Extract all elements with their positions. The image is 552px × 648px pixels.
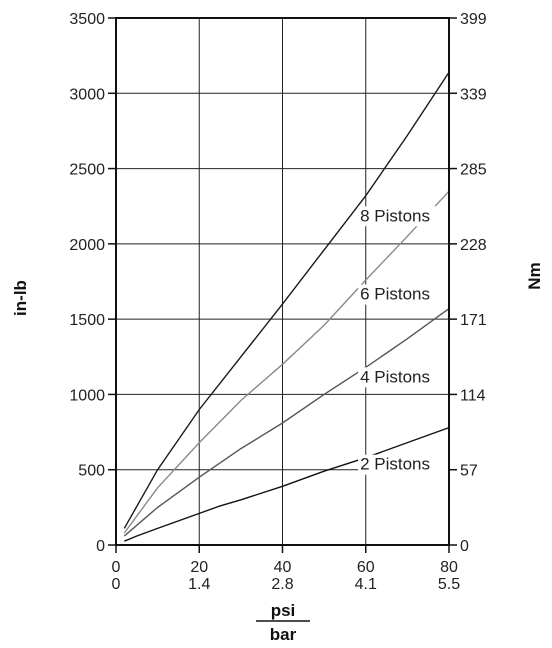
x-tick-label-psi: 60 [357,559,375,576]
series-line-1 [123,71,450,529]
x-tick-label-psi: 20 [190,559,208,576]
x-tick-label-bar: 1.4 [188,576,210,593]
series-lines [123,71,450,542]
y-ticks-left: 0 500 1000 1500 2000 2500 3000 3500 [69,11,116,555]
y-tick-label-right: 228 [460,237,487,254]
y-tick-label-right: 57 [460,463,478,480]
x-tick-label-bar: 0 [112,576,121,593]
y-tick-label-left: 3500 [69,11,105,28]
x-tick-label-bar: 4.1 [355,576,377,593]
y-ticks-right: 0 57 114 171 228 285 339 399 [449,11,487,555]
y-tick-label-left: 2500 [69,162,105,179]
series-label-bg [358,367,451,388]
series-label-bg [358,284,451,305]
y-tick-label-left: 500 [78,463,105,480]
y-tick-label-left: 3000 [69,86,105,103]
series-label-bg [358,206,451,227]
y-tick-label-left: 1000 [69,387,105,404]
x-ticks: 00 201.4 402.8 604.1 805.5 [112,545,460,593]
series-label-bg [358,454,451,475]
y-axis-title-left: in-lb [11,280,30,316]
y-tick-label-left: 1500 [69,312,105,329]
y-tick-label-left: 2000 [69,237,105,254]
series-label-4: 2 Pistons [360,455,430,474]
y-tick-label-right: 114 [460,387,486,404]
y-axis-title-right: Nm [525,262,544,289]
series-labels: 8 Pistons 6 Pistons 4 Pistons 2 Pistons [358,206,451,475]
x-tick-label-psi: 80 [440,559,458,576]
x-tick-label-psi: 40 [274,559,292,576]
series-label-3: 4 Pistons [360,367,430,386]
series-line-4 [124,426,450,542]
x-tick-label-bar: 5.5 [438,576,460,593]
x-axis-title-psi: psi [271,601,296,620]
y-tick-label-right: 171 [460,312,487,329]
y-tick-label-right: 339 [460,86,487,103]
y-tick-label-right: 285 [460,162,487,179]
series-label-1: 8 Pistons [360,206,430,225]
x-tick-label-bar: 2.8 [271,576,293,593]
series-line-3 [123,308,450,537]
series-line-2 [123,190,450,534]
x-tick-label-psi: 0 [112,559,121,576]
series-label-2: 6 Pistons [360,285,430,304]
x-axis-title-bar: bar [270,625,297,644]
y-tick-label-right: 0 [460,538,469,555]
y-tick-label-right: 399 [460,11,487,28]
y-tick-label-left: 0 [96,538,105,555]
